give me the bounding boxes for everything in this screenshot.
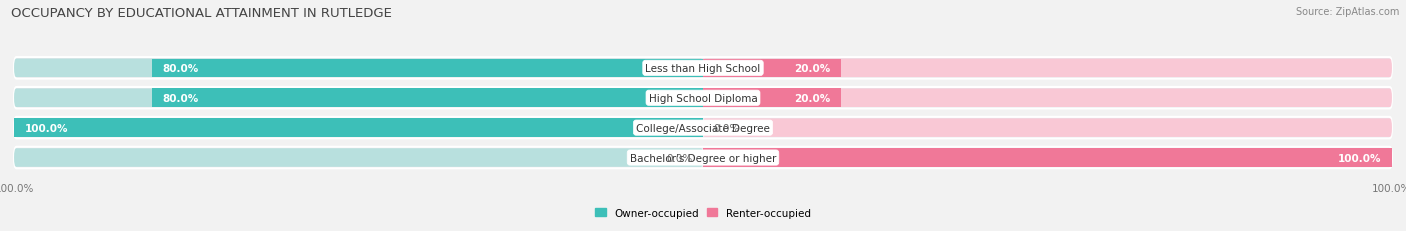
FancyBboxPatch shape	[703, 119, 1392, 137]
Bar	[152, 59, 703, 78]
FancyBboxPatch shape	[14, 149, 703, 167]
Bar	[703, 149, 1392, 167]
Bar	[14, 119, 703, 137]
Bar	[152, 89, 703, 108]
Text: 0.0%: 0.0%	[666, 153, 693, 163]
FancyBboxPatch shape	[14, 147, 1392, 169]
Text: College/Associate Degree: College/Associate Degree	[636, 123, 770, 133]
Text: 100.0%: 100.0%	[1339, 153, 1382, 163]
FancyBboxPatch shape	[14, 117, 1392, 139]
Text: OCCUPANCY BY EDUCATIONAL ATTAINMENT IN RUTLEDGE: OCCUPANCY BY EDUCATIONAL ATTAINMENT IN R…	[11, 7, 392, 20]
FancyBboxPatch shape	[14, 89, 703, 108]
Text: 100.0%: 100.0%	[24, 123, 67, 133]
Bar	[703, 89, 841, 108]
FancyBboxPatch shape	[703, 149, 1392, 167]
Text: Bachelor's Degree or higher: Bachelor's Degree or higher	[630, 153, 776, 163]
FancyBboxPatch shape	[14, 58, 1392, 79]
FancyBboxPatch shape	[703, 59, 1392, 78]
FancyBboxPatch shape	[703, 89, 1392, 108]
FancyBboxPatch shape	[14, 59, 703, 78]
Text: High School Diploma: High School Diploma	[648, 93, 758, 103]
Text: 80.0%: 80.0%	[162, 64, 198, 73]
Legend: Owner-occupied, Renter-occupied: Owner-occupied, Renter-occupied	[591, 204, 815, 222]
Text: 80.0%: 80.0%	[162, 93, 198, 103]
Text: 20.0%: 20.0%	[794, 93, 831, 103]
FancyBboxPatch shape	[14, 88, 1392, 109]
Text: Source: ZipAtlas.com: Source: ZipAtlas.com	[1295, 7, 1399, 17]
Text: 20.0%: 20.0%	[794, 64, 831, 73]
Bar	[703, 59, 841, 78]
Text: 0.0%: 0.0%	[713, 123, 740, 133]
FancyBboxPatch shape	[14, 119, 703, 137]
Text: Less than High School: Less than High School	[645, 64, 761, 73]
